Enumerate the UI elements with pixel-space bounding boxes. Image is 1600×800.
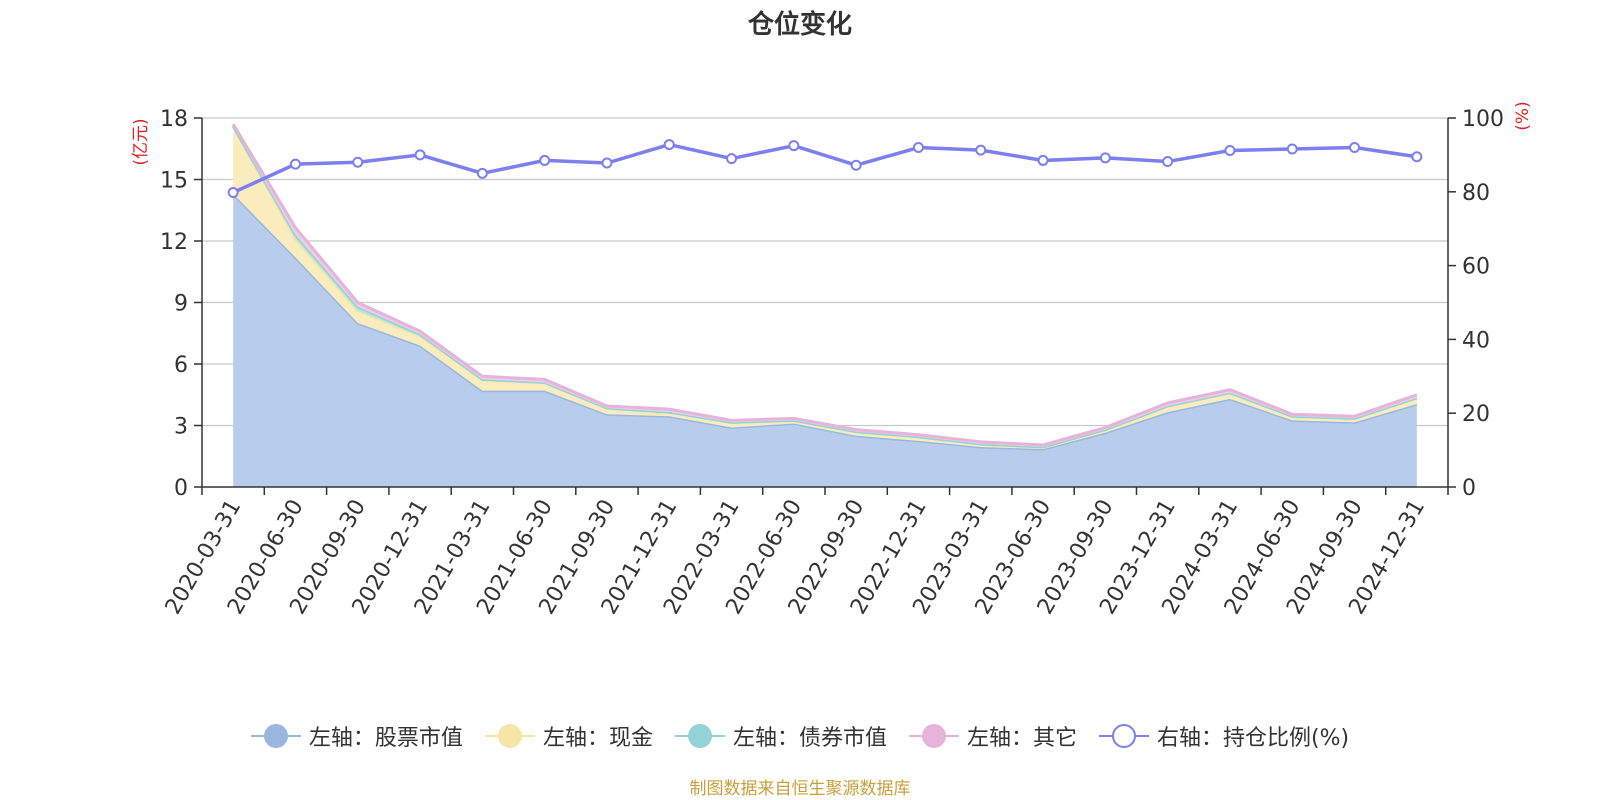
legend-marker-position-ratio: [1098, 723, 1149, 749]
position-ratio-point: [414, 149, 426, 161]
position-ratio-point: [1162, 156, 1174, 168]
chart-plot: 0369121518020406080100(亿元)(%)2020-03-312…: [131, 101, 1533, 618]
legend-marker-cash: [484, 723, 535, 749]
position-ratio-point: [975, 144, 987, 156]
left-axis-unit: (亿元): [131, 118, 151, 165]
legend-label-bond: 左轴：债券市值: [732, 726, 887, 751]
area-edge-series-3: [231, 123, 1418, 447]
legend-item-cash[interactable]: 左轴：现金: [484, 720, 653, 752]
position-ratio-point: [1286, 143, 1298, 155]
position-ratio-point: [912, 142, 924, 154]
right-axis-tick-label: 100: [1462, 107, 1504, 132]
position-ratio-point: [352, 156, 364, 168]
position-ratio-point: [850, 159, 862, 171]
position-ratio-point: [1099, 152, 1111, 164]
left-axis-tick-label: 15: [160, 169, 188, 194]
right-axis-tick-label: 20: [1462, 402, 1490, 427]
legend-item-stock[interactable]: 左轴：股票市值: [250, 720, 463, 752]
legend-marker-stock: [250, 723, 301, 749]
legend-marker-other: [908, 723, 959, 749]
legend-label-other: 左轴：其它: [966, 726, 1077, 751]
legend-marker-bond: [674, 723, 725, 749]
left-axis-tick-label: 0: [174, 476, 188, 501]
legend-item-position-ratio[interactable]: 右轴：持仓比例(%): [1098, 720, 1350, 752]
chart-title: 仓位变化: [747, 10, 852, 40]
right-axis-tick-label: 80: [1462, 181, 1490, 206]
right-axis-unit: (%): [1513, 101, 1533, 130]
left-axis-tick-label: 18: [160, 107, 188, 132]
legend-label-position-ratio: 右轴：持仓比例(%): [1156, 726, 1350, 751]
right-axis-tick-label: 0: [1462, 476, 1476, 501]
data-source-note: 制图数据来自恒生聚源数据库: [689, 779, 911, 799]
position-ratio-point: [726, 153, 738, 165]
legend-item-other[interactable]: 左轴：其它: [908, 720, 1077, 752]
position-ratio-line: [232, 142, 1418, 195]
legend-label-cash: 左轴：现金: [542, 726, 653, 751]
right-axis-tick-label: 60: [1462, 255, 1490, 280]
left-axis-tick-label: 12: [160, 230, 188, 255]
left-axis-tick-label: 6: [174, 353, 188, 378]
position-ratio-point: [788, 140, 800, 152]
position-ratio-point: [289, 158, 301, 170]
position-ratio-point: [663, 139, 675, 151]
position-ratio-point: [539, 154, 551, 166]
left-axis-tick-label: 3: [174, 415, 188, 440]
chart-legend: 左轴：股票市值 左轴：现金 左轴：债券市值 左轴：其它 右轴：持仓比例(%): [0, 720, 1600, 752]
position-ratio-point: [227, 187, 239, 199]
left-axis-tick-label: 9: [174, 292, 188, 317]
position-ratio-point: [476, 167, 488, 179]
area-fill-series-0: [233, 193, 1417, 487]
position-ratio-point: [1411, 151, 1423, 163]
position-ratio-point: [601, 157, 613, 169]
legend-label-stock: 左轴：股票市值: [308, 726, 463, 751]
legend-item-bond[interactable]: 左轴：债券市值: [674, 720, 887, 752]
position-ratio-point: [1349, 142, 1361, 154]
right-axis-tick-label: 40: [1462, 328, 1490, 353]
position-ratio-point: [1037, 154, 1049, 166]
position-ratio-point: [1224, 144, 1236, 156]
